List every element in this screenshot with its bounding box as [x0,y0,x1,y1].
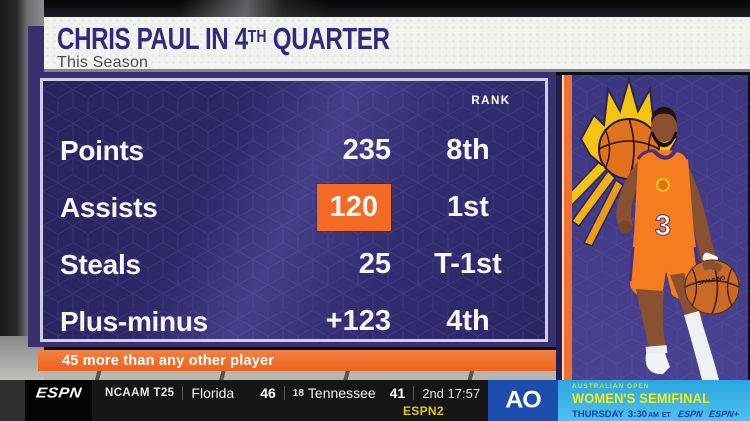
player-illustration: 3 [616,107,740,380]
away-score: 46 [260,385,276,401]
subtitle: This Season [57,54,149,71]
footnote-text: 45 more than any other player [62,352,275,369]
stat-rank: 1st [447,191,489,223]
stat-rank: T-1st [434,248,502,280]
promo-meridiem: AM [647,412,659,419]
promo-schedule: THURSDAY 3:30 AM ET ESPN ESPN+ [572,409,750,420]
stat-rank: 4th [446,305,490,337]
jersey-number: 3 [655,210,671,242]
league-label: NCAAM T25 [105,387,175,399]
stats-table: RANK Points 235 8th Assists 120 1st Stea… [40,78,548,342]
promo-event-label: AUSTRALIAN OPEN [572,383,650,390]
table-row: Plus-minus +123 4th [43,293,545,350]
stat-value-highlighted: 120 [316,184,391,231]
table-row: Steals 25 T-1st [43,236,545,293]
divider [413,386,415,400]
promo-timezone: ET [661,412,671,419]
divider [182,386,184,400]
channel-line: ESPN2 [105,402,488,420]
home-score: 41 [389,385,406,401]
espn-logo: ESPN [34,385,83,402]
stat-rank: 8th [446,134,490,166]
graphic-header: CHRIS PAUL IN 4TH QUARTER This Season [44,17,750,72]
espn-logo-block: ESPN [25,380,92,421]
title-suffix: QUARTER [266,21,390,56]
rank-column-header: RANK [471,95,511,107]
table-row: Points 235 8th [43,122,545,179]
scoreboard: NCAAM T25 Florida 46 18 Tennessee 41 2nd… [92,380,488,421]
stat-label: Points [60,134,144,166]
title-ordinal: TH [247,26,267,46]
stat-value: 25 [358,248,391,280]
ticker-left-gap [0,380,25,421]
page-title: CHRIS PAUL IN 4TH QUARTER [57,21,390,54]
stat-value: +123 [325,305,391,337]
promo-headline: WOMEN'S SEMIFINAL [572,391,711,406]
score-line: NCAAM T25 Florida 46 18 Tennessee 41 2nd… [105,385,488,401]
ball-brand-text: SPALDING [697,275,726,287]
promo-time: 3:30 [627,409,647,420]
away-team: Florida [191,385,235,401]
studio-floor-strip [44,369,557,380]
promo-panel: AUSTRALIAN OPEN WOMEN'S SEMIFINAL THURSD… [558,380,750,421]
stat-label: Assists [60,191,158,223]
cube-pattern-texture [43,81,545,339]
title-prefix: CHRIS PAUL IN 4 [57,21,248,56]
footnote-bar: 45 more than any other player [38,350,557,371]
promo-day: THURSDAY [572,409,624,420]
game-clock: 2nd 17:57 [422,385,481,401]
player-photo: 3 [572,75,748,380]
espn-plus-channel-mark: ESPN+ [708,409,740,419]
stat-value: 235 [342,134,391,166]
espn-channel-mark: ESPN [677,409,703,419]
home-team-rank: 18 [292,387,304,399]
stat-label: Steals [60,248,141,280]
home-team: Tennessee [307,385,376,401]
player-panel: 3 [556,75,750,380]
stat-label: Plus-minus [60,305,208,337]
broadcast-channel: ESPN2 [403,404,444,418]
australian-open-logo-block: AO [488,380,558,421]
divider [283,386,285,400]
bottom-ticker: ESPN NCAAM T25 Florida 46 18 Tennessee 4… [25,380,750,421]
panel-orange-stripe [562,75,572,380]
australian-open-logo: AO [505,386,541,414]
panel-dark-strip [556,75,562,380]
table-row: Assists 120 1st [43,179,545,236]
basketball-icon: SPALDING [684,259,740,315]
studio-light-streak [140,0,370,17]
